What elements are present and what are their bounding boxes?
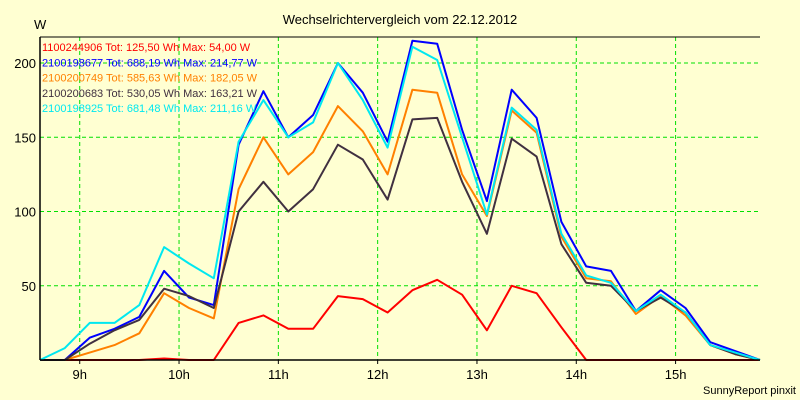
- y-axis-label: W: [34, 17, 47, 32]
- axes: [39, 36, 760, 364]
- legend-entry-2100200749: 2100200749 Tot: 585,63 Wh Max: 182,05 W: [42, 73, 258, 85]
- x-tick-label: 14h: [565, 367, 587, 382]
- x-tick-label: 11h: [268, 367, 289, 382]
- x-tick-label: 13h: [466, 367, 488, 382]
- series-line-2100200749: [40, 88, 761, 361]
- series-line-2100200683: [40, 116, 761, 361]
- legend-entry-2100200683: 2100200683 Tot: 530,05 Wh Max: 163,21 W: [42, 88, 258, 100]
- chart-title: Wechselrichtervergleich vom 22.12.2012: [283, 12, 518, 27]
- legend-entry-2100198677: 2100198677 Tot: 688,19 Wh Max: 214,77 W: [42, 57, 258, 69]
- x-tick-label: 10h: [168, 367, 190, 382]
- y-tick-label: 200: [14, 56, 36, 71]
- grid: [40, 37, 760, 360]
- credit-text: SunnyReport pinxit: [703, 385, 796, 397]
- legend: 1100244906 Tot: 125,50 Wh Max: 54,00 W 21…: [42, 42, 258, 115]
- series-line-2100198925: [39, 45, 761, 361]
- y-tick-label: 50: [22, 279, 36, 294]
- y-tick-label: 100: [14, 205, 36, 220]
- legend-entry-2100198925: 2100198925 Tot: 681,48 Wh Max: 211,16 W: [42, 103, 257, 115]
- x-tick-label: 9h: [72, 367, 86, 382]
- legend-entry-1100244906: 1100244906 Tot: 125,50 Wh Max: 54,00 W: [42, 42, 251, 54]
- y-tick-label: 150: [14, 130, 36, 145]
- x-tick-label: 12h: [367, 367, 389, 382]
- series-lines: [39, 39, 761, 361]
- x-tick-label: 15h: [665, 367, 687, 382]
- tick-labels: 9h 10h 11h 12h 13h 14h 15h 50 100 150 200: [14, 56, 686, 382]
